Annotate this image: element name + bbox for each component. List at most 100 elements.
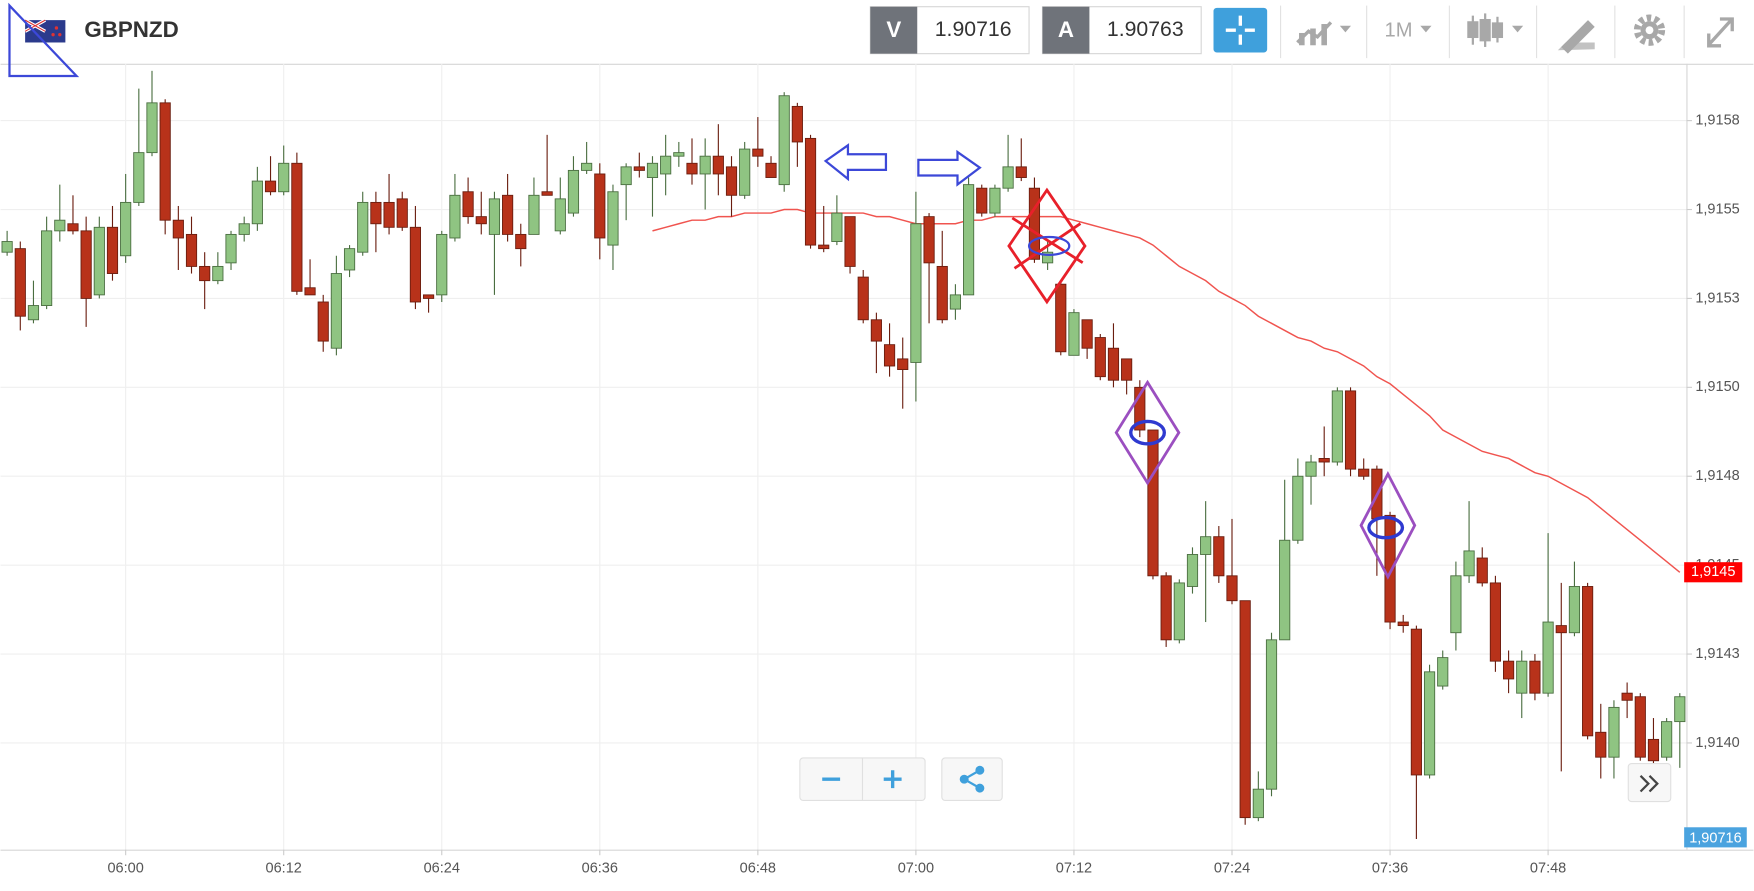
candle-body: [844, 216, 856, 267]
drawn-diamond-purple: [1114, 379, 1181, 486]
candle-body: [818, 244, 830, 250]
candle-body: [93, 226, 105, 296]
candle-body: [409, 226, 421, 303]
candle-body: [133, 152, 145, 203]
x-tick-label: 07:12: [1056, 860, 1092, 876]
indicators-button[interactable]: [1467, 13, 1524, 47]
candle-body: [1674, 696, 1686, 723]
candle-body: [1, 241, 13, 253]
candle-body: [264, 180, 277, 193]
candle-body: [1160, 575, 1172, 641]
sell-label-box[interactable]: [870, 6, 918, 54]
zoom-controls: [799, 757, 1003, 802]
y-tick-label: 1,9143: [1695, 646, 1739, 662]
candle-body: [291, 162, 303, 292]
bid-tag: 1,90716: [1689, 830, 1741, 846]
buy-label-box[interactable]: [1042, 6, 1090, 54]
timeframe[interactable]: 1M: [1385, 20, 1413, 42]
candle-body: [897, 358, 909, 371]
candle-body: [1634, 696, 1646, 758]
candle-body: [357, 201, 369, 253]
candle-body: [515, 233, 527, 250]
flag-icon: [24, 18, 66, 43]
candle-body: [976, 187, 988, 214]
y-tick-label: 1,9150: [1695, 379, 1739, 395]
drawn-diamond-red: [1007, 187, 1087, 305]
candle-body: [686, 162, 698, 175]
candle-body: [1081, 319, 1093, 349]
candle-body: [989, 187, 1001, 214]
candle-body: [1094, 337, 1106, 378]
settings-button[interactable]: [1633, 14, 1666, 46]
candle-body: [251, 180, 263, 225]
candle-body: [752, 148, 764, 157]
candle-body: [304, 287, 316, 296]
candle-body: [370, 201, 382, 225]
candle-body: [1555, 625, 1567, 634]
candle-body: [146, 102, 158, 154]
candle-body: [1529, 660, 1541, 694]
candle-body: [567, 169, 580, 214]
drawing-tool-button[interactable]: [1557, 20, 1595, 54]
timeframe-button[interactable]: 1M: [1385, 20, 1432, 42]
price-tags: 1,90716 1,9145: [1684, 562, 1747, 848]
ma-tag: 1,9145: [1691, 564, 1735, 580]
candle-body: [607, 191, 619, 246]
candle-body: [475, 216, 487, 225]
drawn-ellipse: [1129, 419, 1166, 446]
candle-body: [502, 194, 514, 235]
candle-body: [436, 233, 448, 296]
candle-body: [1015, 166, 1027, 178]
candle-body: [462, 191, 474, 218]
candle-body: [554, 198, 566, 232]
y-tick-label: 1,9148: [1695, 468, 1739, 484]
candle-body: [1489, 582, 1501, 662]
candle-body: [1121, 358, 1133, 381]
candle-body: [791, 105, 803, 143]
share-button[interactable]: [941, 757, 1003, 802]
candle-body: [1437, 657, 1449, 687]
candle-body: [106, 226, 119, 274]
candle-body: [80, 230, 92, 299]
candle-body: [185, 233, 198, 267]
candle-body: [1173, 582, 1185, 641]
candle-body: [1542, 621, 1554, 694]
moving-average-line: [652, 208, 1681, 573]
drawn-diamond-purple: [1359, 470, 1417, 580]
candle-body: [1226, 575, 1238, 602]
candle-body: [1423, 671, 1436, 776]
candle-body: [330, 273, 342, 349]
candle-body: [488, 198, 501, 235]
y-tick-label: 1,9155: [1695, 201, 1739, 217]
candle-body: [1568, 586, 1581, 634]
zoom-in-button[interactable]: [883, 770, 902, 789]
candle-body: [673, 152, 685, 157]
candle-body: [541, 191, 553, 196]
chart-type-button[interactable]: [1296, 21, 1352, 46]
candle-body: [1055, 283, 1067, 353]
candle-body: [383, 201, 395, 228]
candle-body: [1516, 660, 1528, 694]
candle-body: [1397, 621, 1409, 627]
x-tick-label: 06:48: [740, 860, 776, 876]
crosshair-button[interactable]: [1213, 7, 1268, 53]
bid-tag-box: [1684, 827, 1747, 848]
candle-body: [1450, 575, 1462, 634]
x-tick-label: 07:36: [1372, 860, 1408, 876]
candle-body: [725, 166, 738, 196]
toolbar-separators: [1280, 5, 1685, 59]
candle-body: [14, 248, 26, 317]
candle-body: [646, 162, 659, 178]
candle-body: [712, 155, 724, 175]
candle-body: [765, 162, 777, 178]
candle-body: [1239, 600, 1251, 819]
candle-body: [1318, 458, 1330, 463]
candle-body: [238, 223, 250, 235]
axis-labels: 1,9158 1,9155 1,9153 1,9150 1,9148 1,9145 1,91…: [107, 112, 1739, 876]
fullscreen-button[interactable]: [1707, 17, 1734, 48]
candle-body: [41, 230, 53, 306]
sell-price: 1.90716: [935, 17, 1012, 41]
scroll-right-button[interactable]: [1627, 762, 1672, 803]
